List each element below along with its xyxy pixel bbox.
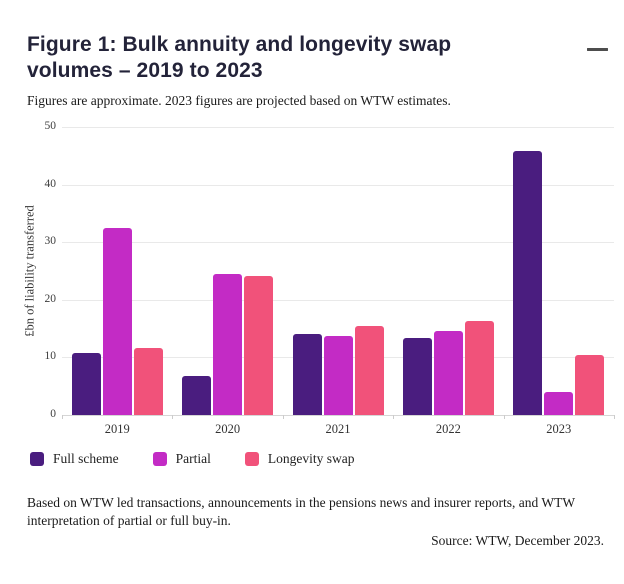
y-gridline — [62, 127, 614, 128]
legend-swatch-icon — [244, 452, 259, 466]
y-gridline — [62, 299, 614, 301]
y-axis-tick-label: 50 — [44, 120, 57, 132]
legend-label: Partial — [175, 451, 211, 466]
y-axis-tick-label: 40 — [44, 177, 57, 190]
figure-header: Figure 1: Bulk annuity and longevity swa… — [27, 32, 611, 84]
bar-full-scheme-2023[interactable] — [513, 151, 542, 415]
legend-label: Full scheme — [53, 451, 119, 466]
x-axis-tick — [503, 415, 505, 419]
footnote-text: Based on WTW led transactions, announcem… — [27, 495, 575, 528]
bar-full-scheme-2019[interactable] — [72, 353, 101, 415]
chart-legend: Full scheme Partial Longevity swap — [30, 451, 604, 467]
bar-partial-2020[interactable] — [213, 274, 242, 415]
bar-partial-2023[interactable] — [544, 392, 573, 415]
legend-item-longevity-swap[interactable]: Longevity swap — [244, 451, 355, 467]
figure-card: Figure 1: Bulk annuity and longevity swa… — [0, 32, 624, 584]
legend-swatch-icon — [152, 452, 167, 466]
x-axis-tick — [282, 415, 284, 419]
bar-full-scheme-2021[interactable] — [293, 334, 322, 415]
source-text: Source: WTW, December 2023. — [431, 532, 604, 548]
bar-longevity-swap-2020[interactable] — [244, 276, 273, 415]
bar-longevity-swap-2023[interactable] — [575, 355, 604, 415]
hamburger-menu-icon[interactable] — [585, 38, 611, 60]
x-axis-tick — [62, 415, 63, 419]
y-axis-tick-label: 20 — [44, 292, 57, 305]
x-axis-label-2021: 2021 — [325, 422, 351, 436]
figure-subtitle: Figures are approximate. 2023 figures ar… — [27, 93, 451, 108]
x-axis-tick — [393, 415, 395, 419]
bar-partial-2019[interactable] — [103, 228, 132, 415]
x-axis-tick — [172, 415, 174, 419]
hamburger-bar — [587, 47, 608, 51]
bar-full-scheme-2020[interactable] — [182, 376, 211, 415]
bar-full-scheme-2022[interactable] — [403, 338, 432, 415]
bar-longevity-swap-2019[interactable] — [134, 348, 163, 415]
legend-item-full-scheme[interactable]: Full scheme — [30, 451, 119, 467]
figure-title: Figure 1: Bulk annuity and longevity swa… — [27, 33, 452, 82]
x-axis-tick — [614, 415, 615, 419]
bar-partial-2022[interactable] — [434, 331, 463, 415]
y-axis-tick-label: 30 — [44, 235, 57, 248]
bar-longevity-swap-2022[interactable] — [465, 321, 494, 415]
x-axis-label-2019: 2019 — [104, 422, 130, 436]
y-axis-tick-label: 0 — [50, 408, 56, 420]
y-axis-tick-label: 10 — [44, 350, 57, 363]
legend-item-partial[interactable]: Partial — [152, 451, 211, 467]
y-gridline — [62, 184, 614, 186]
x-axis-label-2023: 2023 — [546, 422, 572, 436]
y-axis-title: £bn of liability transferred — [22, 205, 37, 337]
x-axis-line — [62, 415, 614, 416]
x-axis-label-2020: 2020 — [215, 422, 241, 436]
bar-partial-2021[interactable] — [324, 336, 353, 415]
legend-label: Longevity swap — [267, 451, 355, 466]
bar-longevity-swap-2021[interactable] — [355, 326, 384, 415]
legend-swatch-icon — [30, 452, 44, 466]
x-axis-label-2022: 2022 — [435, 422, 461, 436]
bar-chart: £bn of liability transferred 0 10 20 30 40 50… — [0, 114, 624, 439]
y-gridline — [62, 242, 614, 244]
